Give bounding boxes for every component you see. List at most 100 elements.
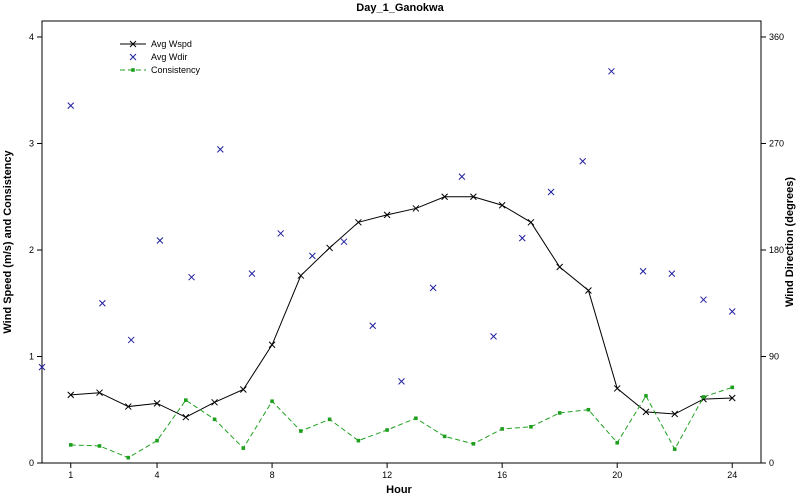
consistency-line <box>70 386 733 459</box>
wspd-point <box>613 385 621 392</box>
series-consistency <box>68 385 735 460</box>
consistency-point <box>385 428 389 432</box>
wdir-point <box>518 234 526 242</box>
wspd-point <box>383 211 391 219</box>
wdir-point <box>340 238 348 246</box>
wdir-point <box>608 67 615 75</box>
consistency-point <box>270 399 274 404</box>
wdir-point <box>216 146 224 153</box>
wdir-point <box>127 336 135 344</box>
consistency-point <box>327 417 332 422</box>
wspd-point <box>124 403 132 410</box>
consistency-point <box>356 438 361 443</box>
y-axis-left: 0 1 2 3 4 <box>29 32 42 468</box>
wdir-point <box>398 377 405 385</box>
wdir-point <box>277 230 285 237</box>
wdir-point <box>38 363 46 371</box>
legend-swatch-marker <box>129 53 137 61</box>
wdir-point <box>490 333 497 340</box>
wdir-point <box>369 322 377 330</box>
wspd-point <box>67 391 75 399</box>
y-axis-right-title: Wind Direction (degrees) <box>784 177 796 307</box>
wspd-point <box>585 287 592 294</box>
wspd-point <box>671 410 679 418</box>
y-right-tick-label: 0 <box>769 458 774 468</box>
y-right-tick-label: 360 <box>769 32 784 42</box>
wdir-point <box>579 157 587 165</box>
x-tick-label: 1 <box>68 470 73 480</box>
consistency-point <box>241 446 246 450</box>
wdir-point <box>248 270 256 278</box>
legend-label: Consistency <box>151 65 201 75</box>
consistency-point <box>155 438 159 443</box>
wspd-point <box>728 394 736 402</box>
wspd-point <box>355 218 362 226</box>
consistency-point <box>500 427 504 431</box>
x-tick-label: 8 <box>270 470 275 480</box>
x-tick-label: 20 <box>612 470 622 480</box>
wspd-point <box>642 408 650 416</box>
y-tick-label: 3 <box>29 138 34 148</box>
x-tick-label: 24 <box>727 470 737 480</box>
wspd-point <box>470 193 477 201</box>
wdir-point <box>700 296 707 304</box>
wspd-point <box>412 205 420 212</box>
legend-label: Avg Wdir <box>151 52 187 62</box>
wspd-point <box>441 193 448 201</box>
consistency-point <box>615 440 619 445</box>
legend-item: Avg Wspd <box>120 39 192 49</box>
wdir-point <box>99 299 106 307</box>
x-tick-label: 12 <box>382 470 392 480</box>
wdir-point <box>429 284 437 292</box>
wdir-point <box>156 237 164 244</box>
wdir-point <box>458 173 466 180</box>
consistency-point <box>414 416 418 421</box>
consistency-point <box>299 429 303 433</box>
consistency-point <box>529 424 533 429</box>
y-tick-label: 1 <box>29 351 34 361</box>
y-tick-label: 2 <box>29 245 34 255</box>
wspd-point <box>182 413 190 421</box>
wspd-point <box>268 341 276 349</box>
wdir-point <box>639 267 647 275</box>
y-axis-right: 0 90 180 270 360 <box>761 32 784 468</box>
consistency-point <box>68 443 73 447</box>
x-tick-label: 16 <box>497 470 507 480</box>
plot-frame <box>41 20 762 464</box>
x-axis: 1 4 8 12 16 20 24 <box>68 463 737 480</box>
y-right-tick-label: 180 <box>769 245 784 255</box>
consistency-point <box>672 447 677 451</box>
wdir-point <box>308 252 316 260</box>
wspd-point <box>211 398 218 406</box>
wspd-point <box>96 389 103 397</box>
wdir-point <box>547 188 555 196</box>
y-axis-title: Wind Speed (m/s) and Consistency <box>2 149 14 333</box>
wdir-point <box>668 270 676 278</box>
wspd-point <box>527 218 535 226</box>
x-tick-label: 4 <box>155 470 160 480</box>
consistency-point <box>471 442 476 446</box>
consistency-point <box>212 417 217 422</box>
wspd-point <box>556 263 564 271</box>
legend-label: Avg Wspd <box>151 39 192 49</box>
series-layer <box>38 67 736 460</box>
consistency-point <box>730 385 735 390</box>
legend-item: Avg Wdir <box>129 52 187 62</box>
consistency-point <box>97 444 102 448</box>
wspd-point <box>297 272 305 279</box>
y-tick-label: 4 <box>29 32 34 42</box>
consistency-point <box>644 394 648 398</box>
wspd-line <box>70 196 733 418</box>
series-avg-wdir <box>38 67 736 385</box>
series-avg-wspd <box>67 193 736 421</box>
y-right-tick-label: 90 <box>769 351 779 361</box>
y-right-tick-label: 270 <box>769 138 784 148</box>
consistency-point <box>586 407 591 412</box>
consistency-point <box>557 411 562 415</box>
legend-swatch-marker <box>131 68 135 72</box>
wspd-point <box>153 400 161 407</box>
legend-item: Consistency <box>120 65 201 75</box>
consistency-point <box>701 395 706 399</box>
wdir-point <box>67 102 75 109</box>
